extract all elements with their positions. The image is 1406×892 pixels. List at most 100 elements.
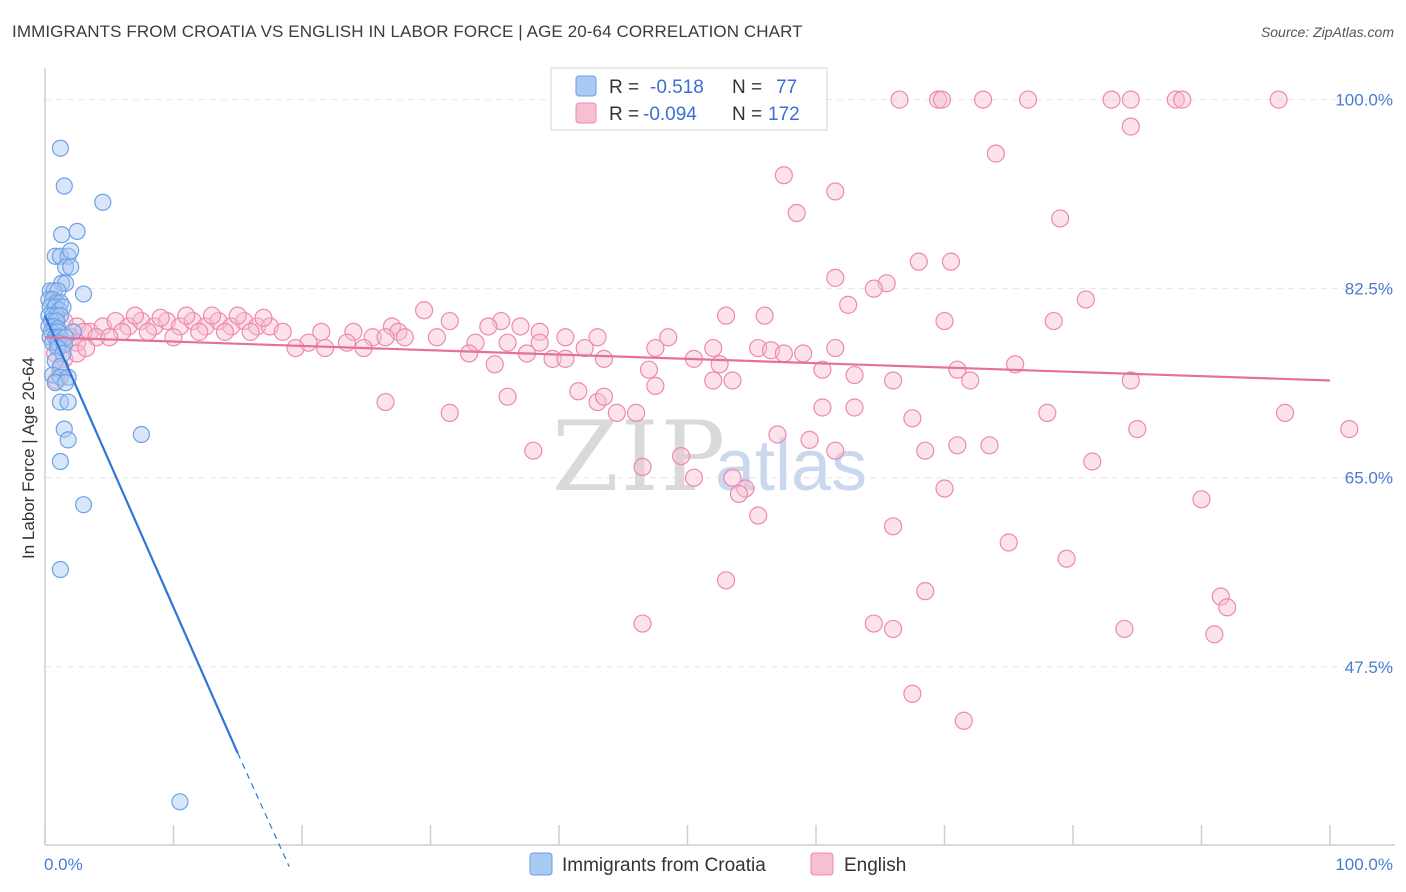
croatia-point-3 xyxy=(53,226,71,244)
legend-n-label-croatia: N = xyxy=(732,77,762,98)
english-point-116 xyxy=(1211,587,1230,606)
english-point-5 xyxy=(1102,90,1121,109)
x-tick-label-1: 100.0% xyxy=(1335,855,1393,874)
english-point-22 xyxy=(839,295,858,314)
chart-title: IMMIGRANTS FROM CROATIA VS ENGLISH IN LA… xyxy=(12,22,803,41)
english-point-118 xyxy=(633,614,652,633)
english-point-1 xyxy=(928,90,948,109)
english-point-71 xyxy=(1006,355,1025,374)
english-point-12 xyxy=(774,166,793,185)
english-point-43 xyxy=(659,328,678,347)
english-point-162 xyxy=(202,306,222,325)
english-point-54 xyxy=(646,338,665,358)
english-point-84 xyxy=(626,403,646,422)
croatia-point-2 xyxy=(94,193,112,211)
english-point-124 xyxy=(954,711,973,730)
croatia-point-61 xyxy=(171,793,189,811)
legend-swatch-croatia xyxy=(575,75,597,97)
english-point-149 xyxy=(190,322,209,341)
english-point-120 xyxy=(883,619,903,639)
y-tick-label-1: 65.0% xyxy=(1345,469,1393,488)
english-point-115 xyxy=(916,582,935,601)
english-point-80 xyxy=(498,387,517,406)
english-point-154 xyxy=(100,328,119,347)
english-point-0 xyxy=(890,90,909,109)
english-point-59 xyxy=(459,344,479,363)
x-tick-labels: 0.0% 100.0% xyxy=(44,855,1393,874)
y-tick-label-2: 82.5% xyxy=(1345,280,1393,299)
english-point-2 xyxy=(932,90,952,109)
english-point-77 xyxy=(1121,371,1140,390)
english-point-92 xyxy=(1128,419,1147,439)
english-point-23 xyxy=(414,301,434,320)
croatia-point-10 xyxy=(62,258,80,276)
english-point-109 xyxy=(1192,490,1211,509)
croatia-trend-line-extension xyxy=(237,752,290,867)
english-point-85 xyxy=(607,403,626,422)
english-point-7 xyxy=(1166,90,1185,109)
english-point-94 xyxy=(768,425,787,444)
english-point-21 xyxy=(1076,290,1095,309)
english-point-16 xyxy=(909,252,928,271)
english-point-9 xyxy=(1269,90,1288,109)
english-point-41 xyxy=(427,328,447,347)
watermark-zip: ZIP xyxy=(552,401,727,513)
y-tick-label-0: 47.5% xyxy=(1345,658,1393,677)
english-point-101 xyxy=(524,441,543,460)
english-point-95 xyxy=(800,430,819,449)
watermark: ZIP atlas xyxy=(552,401,867,513)
croatia-point-8 xyxy=(62,242,80,260)
legend-n-value-croatia: 77 xyxy=(776,77,797,98)
bottom-legend-swatch-croatia xyxy=(529,852,553,876)
english-point-157 xyxy=(68,344,87,363)
english-point-46 xyxy=(530,333,549,352)
legend-r-value-croatia: -0.518 xyxy=(650,77,704,98)
croatia-point-54 xyxy=(59,393,77,411)
english-point-90 xyxy=(1275,403,1295,422)
legend-r-value-english: -0.094 xyxy=(643,104,697,125)
source-credit: Source: ZipAtlas.com xyxy=(1260,24,1394,40)
english-point-111 xyxy=(883,517,903,536)
croatia-point-1 xyxy=(55,177,73,195)
english-point-49 xyxy=(286,338,305,358)
croatia-point-16 xyxy=(74,285,93,303)
english-point-28 xyxy=(1044,311,1063,331)
english-point-119 xyxy=(864,614,883,633)
english-point-81 xyxy=(376,392,395,412)
english-point-147 xyxy=(138,322,157,341)
english-point-4 xyxy=(1018,90,1038,109)
croatia-point-58 xyxy=(51,452,70,471)
english-point-72 xyxy=(845,365,864,385)
english-point-122 xyxy=(1205,625,1224,644)
english-point-107 xyxy=(729,484,749,504)
english-point-48 xyxy=(316,338,335,358)
english-point-100 xyxy=(1083,452,1102,471)
english-point-117 xyxy=(1218,598,1237,617)
english-point-36 xyxy=(344,322,363,341)
english-point-105 xyxy=(723,468,742,487)
english-point-114 xyxy=(716,571,736,590)
english-point-75 xyxy=(704,371,723,390)
grid-lines xyxy=(45,99,1395,668)
y-axis-label: In Labor Force | Age 20-64 xyxy=(19,357,38,559)
english-point-30 xyxy=(479,317,498,336)
english-point-20 xyxy=(864,279,883,298)
english-point-73 xyxy=(883,371,903,390)
croatia-trend-line xyxy=(43,315,239,754)
bottom-legend: Immigrants from Croatia English xyxy=(529,852,906,876)
english-point-10 xyxy=(1121,117,1140,136)
english-point-6 xyxy=(1121,90,1140,109)
english-point-86 xyxy=(440,403,459,422)
y-tick-labels: 47.5% 65.0% 82.5% 100.0% xyxy=(1335,91,1393,677)
english-point-102 xyxy=(671,446,691,466)
english-point-76 xyxy=(723,371,742,390)
english-point-38 xyxy=(376,328,395,347)
english-point-25 xyxy=(755,306,774,325)
english-point-89 xyxy=(1038,403,1057,422)
axes xyxy=(44,68,1395,846)
english-point-64 xyxy=(594,349,614,368)
bottom-legend-swatch-english xyxy=(810,852,834,876)
croatia-point-4 xyxy=(68,222,86,240)
english-point-148 xyxy=(164,328,183,347)
